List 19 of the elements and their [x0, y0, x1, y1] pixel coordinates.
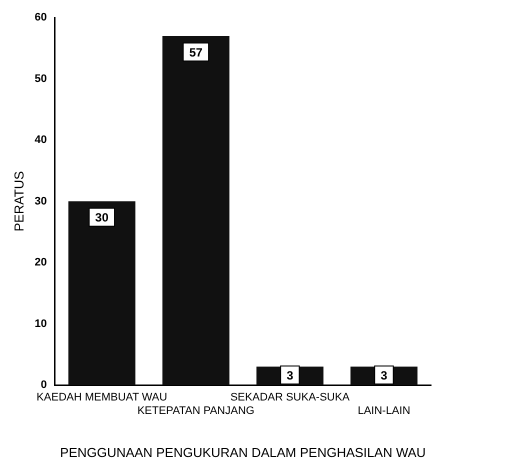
y-tick-label: 0 [40, 379, 47, 392]
y-tick-label: 50 [34, 72, 47, 85]
x-tick-label: KETEPATAN PANJANG [137, 404, 254, 417]
y-tick-label: 60 [34, 12, 47, 24]
y-tick-label: 10 [34, 318, 47, 330]
data-label: 3 [286, 368, 294, 382]
data-label: 57 [189, 45, 203, 60]
y-tick-label: 40 [34, 134, 47, 146]
bar [68, 201, 136, 385]
x-tick-label: SEKADAR SUKA-SUKA [230, 392, 350, 404]
data-label: 3 [380, 368, 388, 382]
x-tick-label: LAIN-LAIN [358, 404, 410, 417]
x-axis-title: PENGGUNAAN PENGUKURAN DALAM PENGHASILAN WAU [60, 444, 426, 460]
y-tick-label: 30 [34, 195, 47, 208]
y-tick-label: 20 [34, 256, 47, 269]
y-axis-title: PERATUS [11, 170, 26, 232]
bar [162, 36, 230, 385]
x-tick-label: KAEDAH MEMBUAT WAU [36, 392, 168, 404]
data-label: 30 [95, 210, 109, 225]
